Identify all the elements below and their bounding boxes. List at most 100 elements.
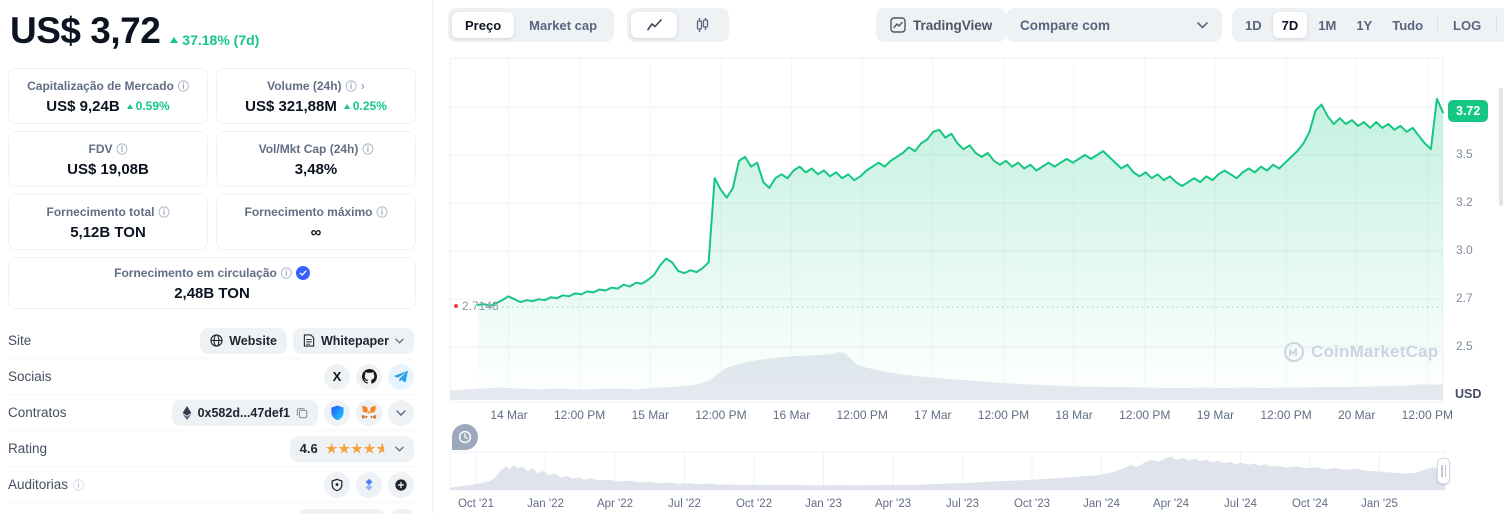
history-clock-button[interactable]	[452, 424, 478, 450]
metamask-icon[interactable]	[356, 399, 382, 426]
chevron-down-icon[interactable]	[388, 399, 414, 426]
telegram-icon[interactable]	[388, 363, 414, 390]
contract-address-pill[interactable]: 0x582d...47def1	[171, 399, 318, 426]
info-icon[interactable]: ⓘ	[345, 80, 357, 93]
partial-pill[interactable]	[392, 509, 414, 514]
chevron-right-icon[interactable]: ›	[360, 78, 365, 93]
mini-axis-tick: Apr '24	[1152, 498, 1190, 510]
copy-icon	[296, 407, 308, 418]
fdv-card: FDV ⓘ US$ 19,08B	[8, 131, 208, 187]
vol-mkt-cap-card: Vol/Mkt Cap (24h) ⓘ 3,48%	[216, 131, 416, 187]
y-axis-tick: 3.0	[1456, 243, 1473, 257]
mini-axis-tick: Apr '22	[596, 498, 634, 510]
usd-axis-label: USD	[1455, 387, 1482, 401]
x-axis-tick: 18 Mar	[1055, 408, 1093, 422]
mini-axis-tick: Jan '22	[527, 498, 564, 510]
y-axis-tick: 2.5	[1456, 339, 1473, 353]
audit-certik-icon[interactable]	[324, 471, 350, 498]
log-scale-button[interactable]: LOG	[1443, 12, 1491, 38]
x-axis-tick: 19 Mar	[1196, 408, 1235, 422]
x-axis-tick: 20 Mar	[1337, 408, 1376, 422]
range-7d[interactable]: 7D	[1272, 12, 1308, 38]
mini-axis-tick: Oct '22	[735, 498, 773, 510]
price-chart[interactable]	[440, 50, 1504, 514]
total-supply-card: Fornecimento total ⓘ 5,12B TON	[8, 194, 208, 250]
verified-badge-icon[interactable]	[295, 265, 310, 280]
candlestick-icon[interactable]	[679, 12, 725, 38]
tradingview-icon	[890, 17, 906, 33]
chevron-down-icon	[1197, 21, 1208, 29]
line-chart-icon[interactable]	[631, 12, 677, 38]
volume-delta: 0.25%	[343, 99, 387, 113]
market-cap-card: Capitalização de Mercado ⓘ US$ 9,24B 0.59%	[8, 68, 208, 124]
price-header: US$ 3,72 37.18% (7d)	[8, 10, 414, 52]
mini-axis-tick: Jul '23	[946, 498, 979, 510]
stats-grid: Capitalização de Mercado ⓘ US$ 9,24B 0.59%…	[8, 68, 416, 309]
rating-label: Rating	[8, 441, 48, 456]
mini-axis-tick: Jan '23	[805, 498, 842, 510]
x-twitter-icon[interactable]: X	[324, 363, 350, 390]
caret-up-icon	[170, 37, 179, 43]
divider	[1437, 17, 1439, 33]
partial-pill[interactable]	[298, 509, 384, 514]
mini-axis-tick: Jan '24	[1083, 498, 1120, 510]
chevron-down-icon	[395, 338, 404, 344]
navigator-handle[interactable]	[1437, 458, 1450, 484]
rating-pill[interactable]: 4.6 ★★★★★	[289, 435, 414, 462]
range-1y[interactable]: 1Y	[1347, 12, 1381, 38]
mini-axis-tick: Apr '23	[874, 498, 912, 510]
x-axis-tick: 15 Mar	[631, 408, 669, 422]
info-icon[interactable]: ⓘ	[158, 206, 170, 219]
current-price-badge: 3.72	[1448, 100, 1489, 122]
coinmarketcap-logo-icon	[1284, 342, 1304, 362]
price-change-7d: 37.18% (7d)	[170, 32, 259, 48]
info-icon[interactable]: ⓘ	[280, 267, 292, 280]
max-supply-card: Fornecimento máximo ⓘ ∞	[216, 194, 416, 250]
chevron-down-icon	[395, 446, 404, 452]
audit-hacken-icon[interactable]	[388, 471, 414, 498]
y-axis-tick: 2.7	[1456, 291, 1473, 305]
audit-slowmist-icon[interactable]	[356, 471, 382, 498]
clock-icon	[458, 430, 472, 444]
document-icon	[303, 334, 315, 347]
period-low-dot	[454, 304, 458, 308]
auditorias-row: Auditorias ⓘ	[8, 467, 414, 503]
whitepaper-button[interactable]: Whitepaper	[292, 327, 414, 354]
range-1m[interactable]: 1M	[1309, 12, 1345, 38]
ethereum-icon	[182, 405, 191, 420]
x-axis-tick: 12:00 PM	[1260, 408, 1312, 422]
x-axis-tick: 12:00 PM	[553, 408, 606, 422]
price-mcap-toggle: Preço Market cap	[448, 8, 615, 42]
page-scrollbar[interactable]	[1499, 88, 1503, 206]
info-icon[interactable]: ⓘ	[73, 479, 85, 492]
website-button[interactable]: Website	[200, 327, 287, 354]
compare-dropdown[interactable]: Compare com	[1006, 8, 1222, 42]
tradingview-button[interactable]: TradingView	[876, 8, 1007, 42]
info-icon[interactable]: ⓘ	[116, 143, 128, 156]
tab-market-cap[interactable]: Market cap	[516, 12, 610, 38]
wallet-shield-icon[interactable]	[324, 399, 350, 426]
range-tudo[interactable]: Tudo	[1383, 12, 1432, 38]
site-row: Site Website Whitepaper	[8, 323, 414, 359]
caret-up-icon	[126, 103, 133, 109]
contratos-label: Contratos	[8, 405, 67, 420]
info-icon[interactable]: ⓘ	[376, 206, 388, 219]
x-axis-tick: 17 Mar	[914, 408, 952, 422]
mini-axis-tick: Oct '21	[457, 498, 495, 510]
info-icon[interactable]: ⓘ	[177, 80, 189, 93]
divider	[1496, 17, 1498, 33]
range-1d[interactable]: 1D	[1236, 12, 1271, 38]
x-axis-tick: 12:00 PM	[977, 408, 1030, 422]
volume-card: Volume (24h) ⓘ › US$ 321,88M 0.25%	[216, 68, 416, 124]
x-axis-tick: 12:00 PM	[1401, 408, 1453, 422]
tab-preco[interactable]: Preço	[452, 12, 515, 38]
sociais-label: Sociais	[8, 369, 52, 384]
github-icon[interactable]	[356, 363, 382, 390]
y-axis-tick: 3.5	[1456, 147, 1473, 161]
x-axis-tick: 12:00 PM	[695, 408, 747, 422]
info-icon[interactable]: ⓘ	[362, 143, 374, 156]
next-row-partial	[8, 503, 414, 514]
star-rating: ★★★★★	[326, 441, 389, 457]
